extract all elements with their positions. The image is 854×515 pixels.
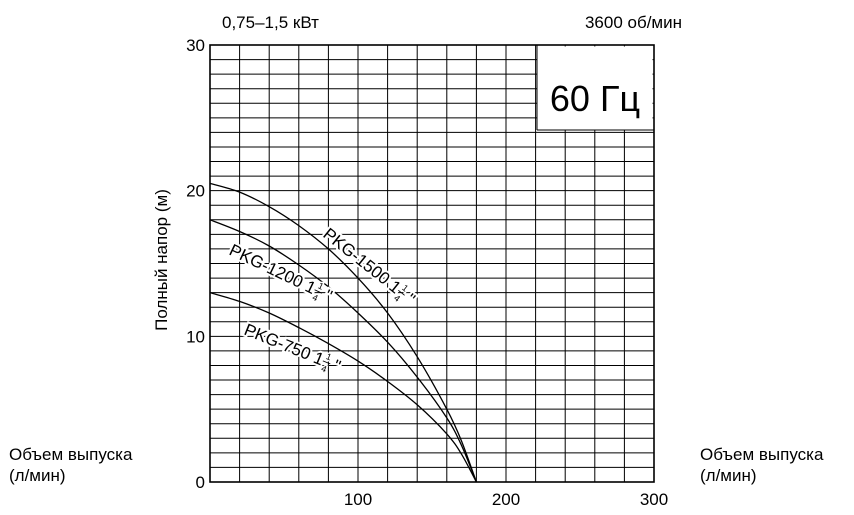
frequency-box (537, 46, 653, 131)
series-line-2 (209, 219, 478, 483)
series-label-main: PKG-750 1 (242, 320, 327, 369)
power-rating-label: 0,75–1,5 кВт (222, 13, 319, 32)
fraction-bar (314, 289, 323, 294)
x-tick-label: 200 (492, 490, 520, 509)
series-label-1: PKG-1500 114 " (318, 222, 421, 310)
right-label-line-2: (л/мин) (700, 466, 757, 485)
fraction-numerator: 1 (316, 280, 325, 291)
fraction-bar (398, 289, 405, 296)
chart-curves (209, 182, 478, 483)
y-tick-label: 10 (186, 327, 205, 346)
x-tick-label: 300 (640, 490, 668, 509)
y-tick-label: 30 (186, 36, 205, 55)
axis-ticks: 100 200 300 0 10 20 30 (186, 36, 668, 509)
series-line-1 (209, 182, 478, 483)
frequency-label: 60 Гц (550, 78, 640, 119)
y-tick-label: 0 (196, 473, 205, 492)
curve-labels: PKG-1500 114 "PKG-1200 114 "PKG-750 114 " (224, 222, 421, 378)
fraction-numerator: 1 (325, 351, 333, 362)
fraction-bar (322, 360, 331, 365)
series-label-2: PKG-1200 114 " (224, 238, 337, 307)
y-tick-label: 20 (186, 182, 205, 201)
fraction-denominator: 4 (311, 292, 320, 303)
fraction-denominator: 4 (320, 363, 328, 374)
speed-label: 3600 об/мин (585, 13, 682, 32)
series-label-tail: " (322, 286, 336, 306)
series-label-tail: " (331, 356, 344, 376)
plot-frame (209, 44, 655, 483)
left-axis-side-label: Объем выпуска (л/мин) (9, 444, 132, 486)
right-label-line-1: Объем выпуска (700, 445, 824, 464)
left-label-line-1: Объем выпуска (9, 445, 133, 464)
x-tick-label: 100 (344, 490, 372, 509)
y-axis-label: Полный напор (м) (152, 189, 171, 331)
left-label-line-2: (л/мин) (9, 466, 66, 485)
series-line-3 (209, 291, 477, 483)
right-axis-side-label: Объем выпуска (л/мин) (700, 444, 823, 486)
